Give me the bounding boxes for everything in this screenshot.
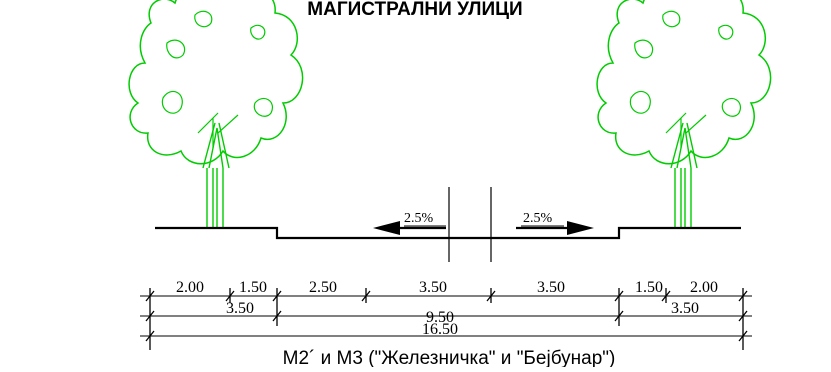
dim-green-left: 1.50 bbox=[239, 279, 267, 296]
section-caption: М2´ и М3 ("Железничка" и "Бејбунар") bbox=[283, 348, 616, 367]
dim-sidewalk-left: 2.00 bbox=[176, 279, 204, 296]
dim-sidewalk-right: 2.00 bbox=[690, 279, 718, 296]
tree-icon bbox=[596, 0, 772, 229]
dim-carriageway: 9.50 bbox=[426, 309, 454, 326]
page-title: МАГИСТРАЛНИ УЛИЦИ bbox=[307, 0, 522, 20]
dimension-lines bbox=[140, 288, 752, 350]
slope-arrow-left bbox=[373, 221, 400, 235]
dim-lane-right: 3.50 bbox=[537, 279, 565, 296]
dim-green-right: 1.50 bbox=[635, 279, 663, 296]
dim-left-total: 3.50 bbox=[226, 300, 254, 317]
slope-label-left: 2.5% bbox=[404, 211, 434, 226]
dim-total-width: 16.50 bbox=[422, 321, 458, 338]
road-profile-line bbox=[155, 226, 741, 240]
tree-icon bbox=[128, 0, 304, 229]
dim-right-total: 3.50 bbox=[671, 300, 699, 317]
dim-parking: 2.50 bbox=[309, 279, 337, 296]
dim-lane-left: 3.50 bbox=[419, 279, 447, 296]
slope-arrow-right bbox=[567, 221, 594, 235]
slope-label-right: 2.5% bbox=[523, 211, 553, 226]
